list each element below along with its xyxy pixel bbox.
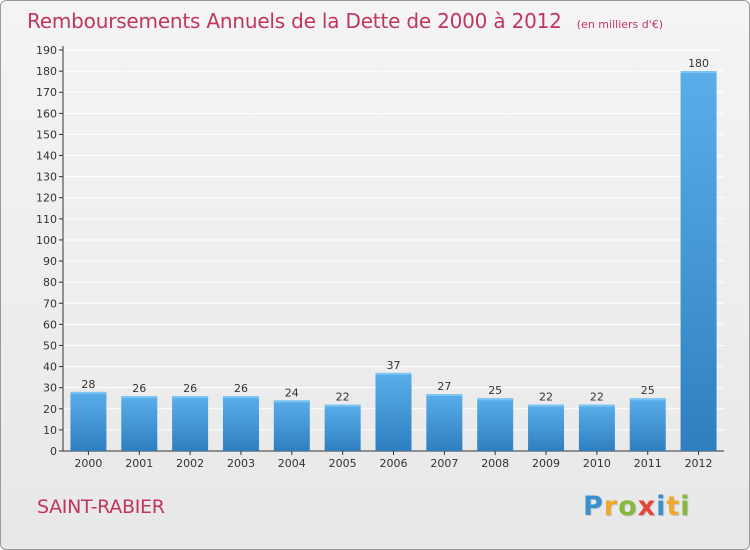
y-tick-label: 130 [36, 171, 57, 184]
bar-highlight [121, 396, 158, 399]
y-tick-label: 80 [43, 276, 57, 289]
data-label: 24 [285, 386, 299, 399]
y-tick-label: 100 [36, 234, 57, 247]
bar [528, 404, 565, 451]
bar [70, 391, 107, 451]
bar [578, 404, 615, 451]
bar [121, 396, 158, 451]
data-label: 22 [539, 391, 553, 404]
bar [222, 396, 259, 451]
y-tick-label: 40 [43, 361, 57, 374]
bar-highlight [477, 398, 514, 401]
data-label: 26 [132, 382, 146, 395]
chart-title: Remboursements Annuels de la Dette de 20… [27, 9, 562, 33]
bar-highlight [629, 398, 666, 401]
commune-name: SAINT-RABIER [37, 496, 165, 518]
bar [324, 404, 361, 451]
data-label: 37 [387, 359, 401, 372]
bar-highlight [324, 404, 361, 407]
y-tick-label: 180 [36, 65, 57, 78]
title-row: Remboursements Annuels de la Dette de 20… [27, 9, 663, 33]
x-tick-label: 2005 [329, 457, 357, 470]
data-label: 28 [81, 378, 95, 391]
bar-highlight [578, 404, 615, 407]
bar [172, 396, 209, 451]
x-tick-label: 2012 [685, 457, 713, 470]
bar-highlight [528, 404, 565, 407]
y-tick-label: 170 [36, 86, 57, 99]
data-label: 26 [183, 382, 197, 395]
y-tick-label: 10 [43, 424, 57, 437]
bar [426, 394, 463, 451]
bar-highlight [375, 372, 412, 375]
bar [273, 400, 310, 451]
bar-highlight [680, 71, 717, 74]
x-tick-label: 2002 [176, 457, 204, 470]
y-tick-label: 190 [36, 44, 57, 57]
bar-highlight [70, 391, 107, 394]
y-tick-label: 50 [43, 339, 57, 352]
y-tick-label: 150 [36, 128, 57, 141]
x-tick-label: 2004 [278, 457, 306, 470]
y-tick-label: 70 [43, 297, 57, 310]
chart-subtitle: (en milliers d'€) [576, 18, 664, 31]
logo-letter: t [666, 491, 681, 522]
x-tick-label: 2000 [74, 457, 102, 470]
y-tick-label: 20 [43, 403, 57, 416]
logo-letter: P [583, 491, 604, 522]
data-label: 25 [488, 384, 502, 397]
x-tick-label: 2011 [634, 457, 662, 470]
logo-letter: i [680, 491, 691, 522]
bar-highlight [222, 396, 259, 399]
data-label: 26 [234, 382, 248, 395]
y-tick-label: 60 [43, 318, 57, 331]
data-label: 180 [688, 57, 709, 70]
y-tick-label: 110 [36, 213, 57, 226]
logo-letter: i [656, 491, 667, 522]
logo-letter: o [618, 491, 638, 522]
data-label: 22 [336, 391, 350, 404]
bar-highlight [273, 400, 310, 403]
bar-highlight [426, 394, 463, 397]
data-label: 25 [641, 384, 655, 397]
bar [375, 372, 412, 451]
x-tick-label: 2010 [583, 457, 611, 470]
y-tick-label: 160 [36, 107, 57, 120]
data-label: 22 [590, 391, 604, 404]
logo-letter: x [637, 491, 657, 522]
y-tick-label: 120 [36, 192, 57, 205]
x-tick-label: 2009 [532, 457, 560, 470]
y-tick-label: 0 [50, 445, 57, 458]
y-tick-label: 30 [43, 382, 57, 395]
x-tick-label: 2008 [481, 457, 509, 470]
y-tick-label: 140 [36, 150, 57, 163]
x-tick-label: 2007 [430, 457, 458, 470]
logo-letter: r [603, 491, 619, 522]
bar [629, 398, 666, 451]
y-tick-label: 90 [43, 255, 57, 268]
data-label: 27 [437, 380, 451, 393]
bar [680, 71, 717, 452]
x-tick-label: 2001 [125, 457, 153, 470]
proxiti-logo: Proxiti [583, 491, 691, 522]
x-tick-label: 2003 [227, 457, 255, 470]
bar-highlight [172, 396, 209, 399]
x-tick-label: 2006 [380, 457, 408, 470]
bar [477, 398, 514, 451]
